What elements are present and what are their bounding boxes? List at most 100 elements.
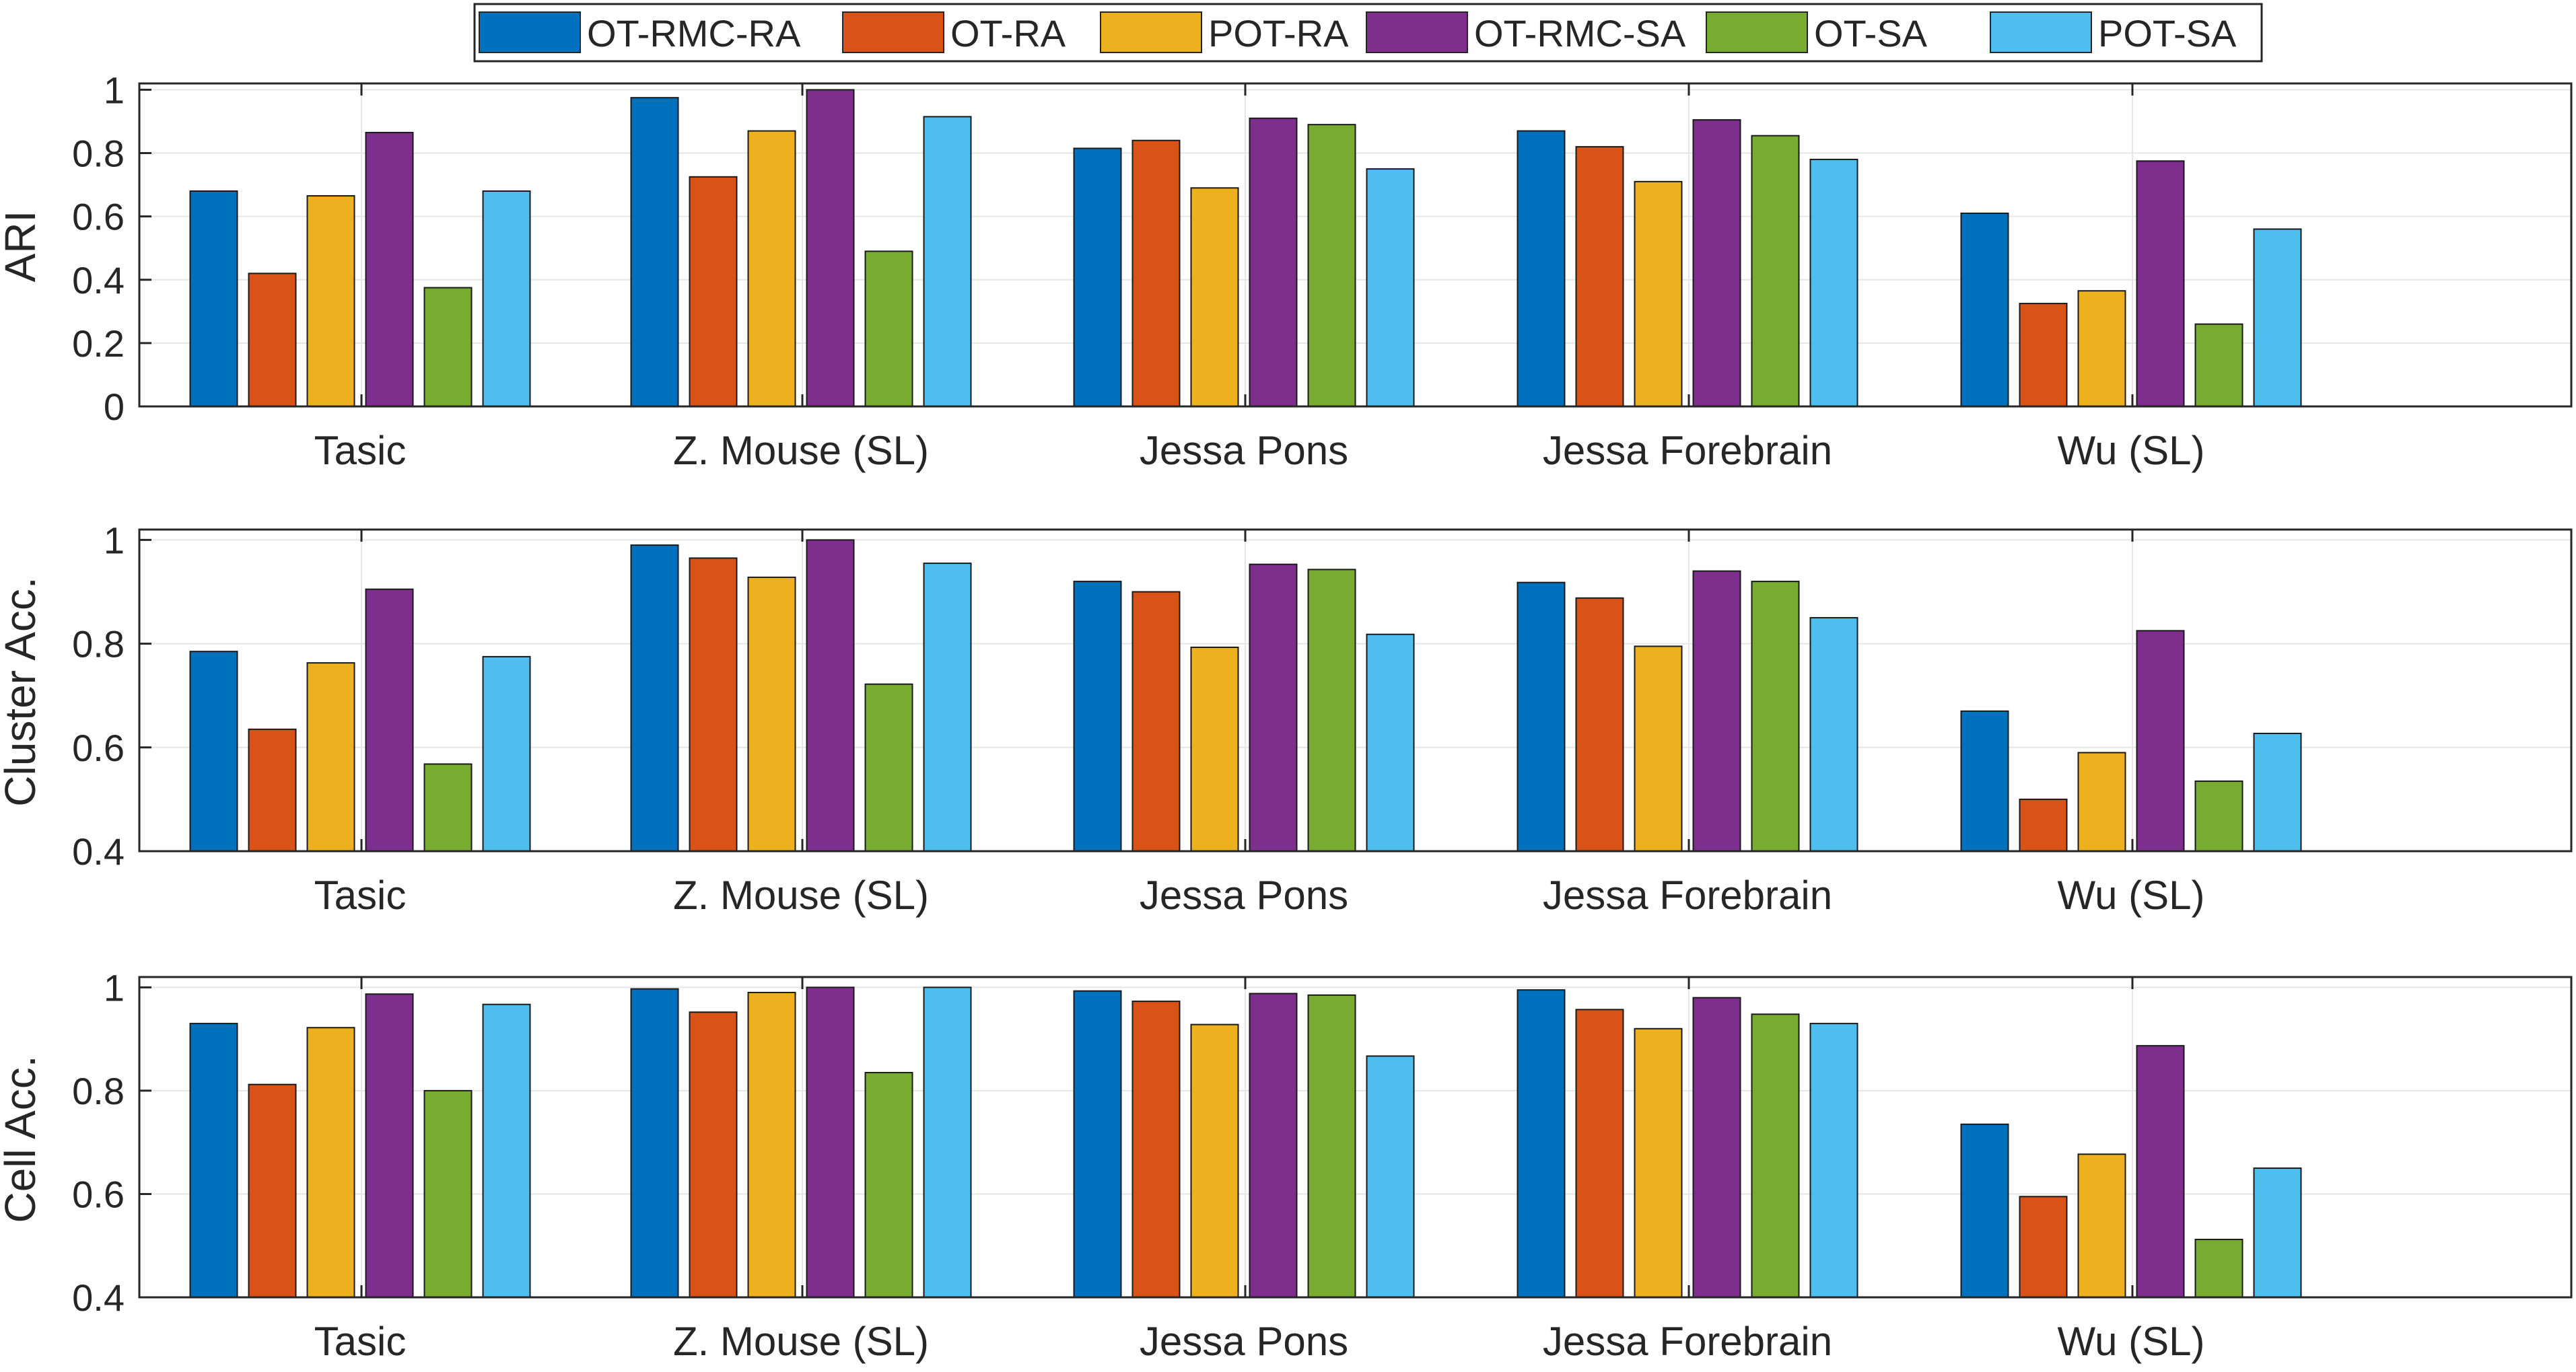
cell-acc-category-label-tasic: Tasic — [314, 1319, 407, 1364]
panel-cluster-acc-xticks: Tasic Z. Mouse (SL) Jessa Pons Jessa Forebr… — [314, 530, 2205, 918]
cluster-acc-ytick-label-3: 1 — [104, 519, 125, 561]
cell-acc-bar-ot-ra-jessa-forebrain — [1575, 1009, 1624, 1299]
cell-acc-bar-pot-sa-wu-sl — [2253, 1167, 2302, 1299]
cell-acc-bar-pot-sa-tasic — [482, 1003, 531, 1298]
cell-acc-bar-ot-rmc-sa-tasic — [365, 993, 414, 1298]
cell-acc-bar-ot-ra-z-mouse-sl — [689, 1011, 738, 1298]
cluster-acc-category-label-z-mouse-sl: Z. Mouse (SL) — [673, 873, 929, 918]
panel-cell-acc-axes-box — [138, 976, 2573, 1299]
panel-cluster-acc-axes-box — [138, 528, 2573, 853]
ari-bar-ot-ra-tasic — [248, 273, 297, 407]
cluster-acc-bar-ot-rmc-sa-z-mouse-sl — [806, 539, 855, 853]
cluster-acc-category-label-tasic: Tasic — [314, 873, 407, 918]
legend-swatch-ot-rmc-ra — [479, 11, 581, 53]
cell-acc-bar-ot-rmc-ra-tasic — [189, 1023, 238, 1299]
legend-swatch-ot-rmc-sa — [1366, 11, 1468, 53]
ari-ytick-label-4: 0.8 — [72, 133, 125, 175]
ari-bar-ot-ra-jessa-pons — [1132, 139, 1181, 408]
cluster-acc-bar-ot-rmc-sa-tasic — [365, 588, 414, 853]
cell-acc-category-label-jessa-forebrain: Jessa Forebrain — [1543, 1319, 1832, 1364]
ari-category-label-jessa-forebrain: Jessa Forebrain — [1543, 428, 1832, 473]
cluster-acc-bar-pot-ra-wu-sl — [2077, 752, 2126, 852]
cluster-acc-bar-ot-ra-tasic — [248, 728, 297, 853]
ari-bar-ot-rmc-ra-wu-sl — [1960, 212, 2009, 407]
cluster-acc-bar-pot-ra-z-mouse-sl — [747, 576, 796, 852]
ari-bar-pot-ra-jessa-forebrain — [1634, 180, 1683, 407]
cell-acc-bar-pot-sa-jessa-forebrain — [1809, 1023, 1858, 1299]
cluster-acc-bar-ot-rmc-sa-jessa-forebrain — [1692, 570, 1741, 852]
cluster-acc-category-label-wu-sl: Wu (SL) — [2058, 873, 2205, 918]
cell-acc-category-label-wu-sl: Wu (SL) — [2058, 1319, 2205, 1364]
panel-cell-acc-yticks: 0.4 0.6 0.8 1 — [72, 966, 151, 1319]
cluster-acc-category-label-jessa-forebrain: Jessa Forebrain — [1543, 873, 1832, 918]
ari-bar-ot-ra-wu-sl — [2019, 303, 2068, 408]
ari-bar-pot-ra-tasic — [306, 195, 355, 407]
ari-bar-pot-sa-z-mouse-sl — [923, 116, 972, 407]
cluster-acc-bar-pot-sa-jessa-forebrain — [1809, 617, 1858, 852]
cell-acc-ytick-label-0: 0.4 — [72, 1276, 125, 1319]
cluster-acc-bar-ot-ra-jessa-forebrain — [1575, 597, 1624, 853]
ari-bar-ot-sa-jessa-pons — [1307, 124, 1356, 407]
cell-acc-bar-ot-sa-wu-sl — [2194, 1239, 2243, 1299]
ari-bar-ot-rmc-ra-jessa-pons — [1073, 147, 1122, 407]
ari-bar-ot-sa-wu-sl — [2194, 323, 2243, 408]
cluster-acc-category-label-jessa-pons: Jessa Pons — [1140, 873, 1348, 918]
panel-ari: ARI 0 0.2 0.4 0.6 0.8 1 Tasic Z. Mouse (SL) Jes… — [0, 69, 2573, 473]
cluster-acc-bar-ot-ra-z-mouse-sl — [689, 557, 738, 852]
cluster-acc-bar-pot-sa-jessa-pons — [1366, 633, 1415, 852]
cell-acc-ytick-label-3: 1 — [104, 966, 125, 1009]
panel-ari-ylabel: ARI — [0, 211, 44, 283]
ari-bar-ot-rmc-sa-tasic — [365, 131, 414, 408]
cell-acc-bar-pot-ra-jessa-pons — [1190, 1023, 1239, 1298]
cluster-acc-bar-ot-sa-tasic — [423, 763, 473, 852]
legend-entries: OT-RMC-RA OT-RA POT-RA OT-RMC-SA OT-SA POT-SA — [479, 11, 2237, 55]
cluster-acc-bar-ot-sa-z-mouse-sl — [864, 683, 913, 853]
legend-label-pot-sa: POT-SA — [2098, 12, 2237, 55]
cell-acc-bar-ot-ra-jessa-pons — [1132, 1001, 1181, 1298]
cluster-acc-bar-ot-rmc-sa-wu-sl — [2136, 630, 2185, 852]
cluster-acc-bar-pot-sa-tasic — [482, 655, 531, 852]
cell-acc-ytick-label-1: 0.6 — [72, 1173, 125, 1215]
cluster-acc-bar-ot-ra-wu-sl — [2019, 798, 2068, 852]
ari-bar-ot-rmc-sa-z-mouse-sl — [806, 89, 855, 407]
legend-label-pot-ra: POT-RA — [1208, 12, 1349, 55]
ari-bar-pot-sa-tasic — [482, 190, 531, 407]
cluster-acc-bar-pot-sa-z-mouse-sl — [923, 563, 972, 852]
cluster-acc-bar-ot-sa-jessa-pons — [1307, 569, 1356, 852]
cell-acc-bar-pot-sa-z-mouse-sl — [923, 986, 972, 1299]
cell-acc-bar-ot-ra-wu-sl — [2019, 1196, 2068, 1298]
ari-ytick-label-5: 1 — [104, 69, 125, 111]
cell-acc-bar-pot-ra-wu-sl — [2077, 1153, 2126, 1298]
panel-cell-acc-ylabel: Cell Acc. — [0, 1056, 44, 1223]
ari-category-label-jessa-pons: Jessa Pons — [1140, 428, 1348, 473]
legend-label-ot-ra: OT-RA — [950, 12, 1066, 55]
panel-ari-yticks: 0 0.2 0.4 0.6 0.8 1 — [72, 69, 151, 428]
legend-label-ot-sa: OT-SA — [1814, 12, 1928, 55]
ari-bar-ot-sa-z-mouse-sl — [864, 250, 913, 408]
cell-acc-bar-ot-rmc-ra-jessa-forebrain — [1517, 989, 1566, 1299]
ari-bar-ot-rmc-ra-jessa-forebrain — [1517, 130, 1566, 408]
cell-acc-bar-ot-rmc-ra-wu-sl — [1960, 1123, 2009, 1298]
cell-acc-bar-ot-rmc-sa-wu-sl — [2136, 1045, 2185, 1298]
legend-swatch-ot-sa — [1706, 11, 1808, 53]
cluster-acc-bar-ot-rmc-sa-jessa-pons — [1249, 563, 1298, 852]
cell-acc-ytick-label-2: 0.8 — [72, 1070, 125, 1112]
panel-cluster-acc: Cluster Acc. 0.4 0.6 0.8 1 Tasic Z. Mouse (S… — [0, 519, 2573, 918]
cell-acc-bar-ot-sa-jessa-forebrain — [1751, 1013, 1800, 1299]
ari-bar-ot-ra-z-mouse-sl — [689, 176, 738, 407]
cell-acc-bar-ot-rmc-ra-jessa-pons — [1073, 990, 1122, 1298]
ari-ytick-label-2: 0.4 — [72, 259, 125, 301]
cell-acc-bar-pot-ra-z-mouse-sl — [747, 992, 796, 1298]
cluster-acc-bar-ot-rmc-ra-jessa-forebrain — [1517, 581, 1566, 853]
ari-ytick-label-1: 0.2 — [72, 322, 125, 365]
ari-bar-pot-sa-jessa-forebrain — [1809, 158, 1858, 408]
cluster-acc-bar-ot-sa-wu-sl — [2194, 780, 2243, 852]
cluster-acc-bar-pot-sa-wu-sl — [2253, 732, 2302, 853]
cell-acc-bar-pot-ra-tasic — [306, 1027, 355, 1299]
legend-label-ot-rmc-sa: OT-RMC-SA — [1474, 12, 1686, 55]
legend-swatch-pot-sa — [1990, 11, 2092, 53]
panel-cluster-acc-bars — [189, 539, 2302, 853]
ari-bar-ot-ra-jessa-forebrain — [1575, 146, 1624, 407]
cell-acc-bar-pot-ra-jessa-forebrain — [1634, 1027, 1683, 1298]
ari-bar-ot-rmc-sa-jessa-pons — [1249, 117, 1298, 407]
